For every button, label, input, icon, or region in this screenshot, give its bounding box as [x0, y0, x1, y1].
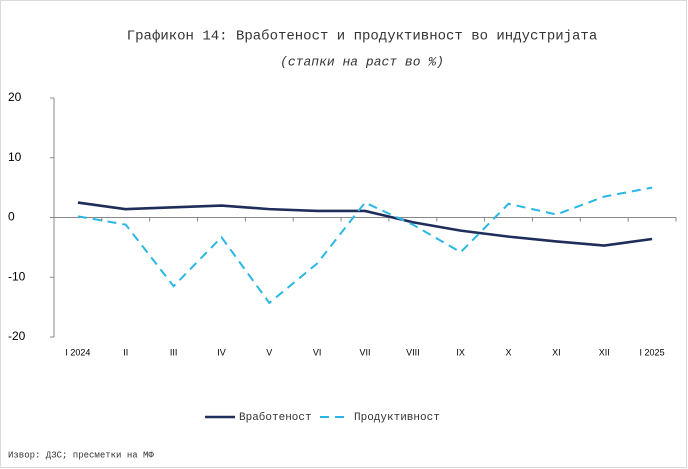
x-tick-label: IV	[217, 347, 226, 357]
y-tick-label: 10	[8, 150, 22, 164]
chart-subtitle: (стапки на раст во %)	[280, 54, 444, 69]
x-tick-label: VII	[359, 347, 370, 357]
y-tick-label: -20	[8, 329, 26, 343]
series-line	[77, 201, 653, 247]
x-tick-label: VI	[313, 347, 322, 357]
x-tick-label: IX	[456, 347, 465, 357]
series-line	[77, 186, 653, 305]
source-note: Извор: ДЗС; пресметки на МФ	[8, 450, 154, 460]
x-tick-label: I 2025	[640, 347, 665, 357]
x-tick-label: I 2024	[65, 347, 90, 357]
x-tick-label: XII	[599, 347, 610, 357]
chart-title: Графикон 14: Вработеност и продуктивност…	[127, 28, 597, 45]
y-tick-label: 0	[8, 210, 15, 224]
x-tick-label: III	[170, 347, 178, 357]
legend-label: Вработеност	[239, 411, 312, 424]
x-tick-label: V	[266, 347, 272, 357]
y-tick-label: 20	[8, 90, 22, 104]
x-tick-label: VIII	[406, 347, 420, 357]
x-tick-label: X	[506, 347, 512, 357]
y-tick-label: -10	[8, 269, 26, 283]
x-tick-label: XI	[552, 347, 561, 357]
x-tick-label: II	[123, 347, 128, 357]
legend-label: Продуктивност	[354, 412, 440, 424]
